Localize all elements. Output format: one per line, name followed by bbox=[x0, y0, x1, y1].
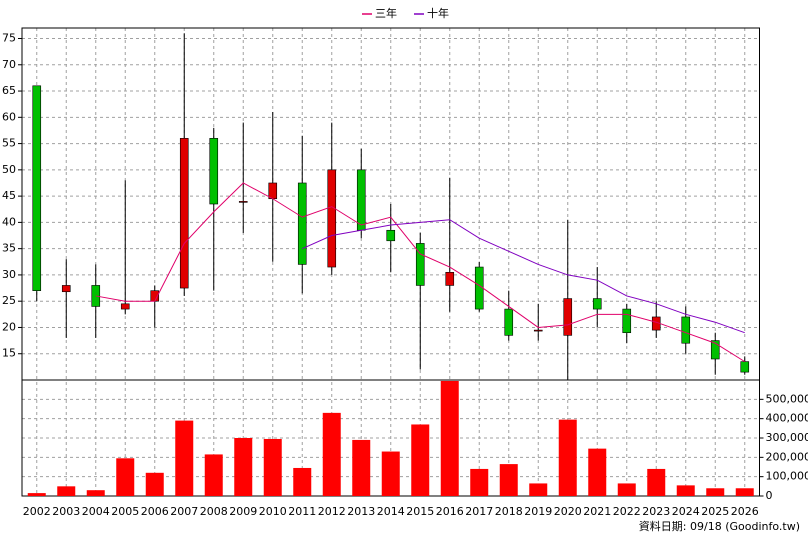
footnote: 資料日期: 09/18 (Goodinfo.tw) bbox=[639, 519, 800, 533]
y-tick-label: 70 bbox=[2, 58, 16, 71]
candle-body bbox=[505, 309, 513, 335]
candle-body bbox=[623, 309, 631, 333]
y2-tick-label: 0 bbox=[766, 489, 773, 502]
y-tick-label: 45 bbox=[2, 189, 16, 202]
volume-bar bbox=[618, 483, 636, 496]
candle-body bbox=[62, 285, 70, 291]
y-tick-label: 60 bbox=[2, 110, 16, 123]
x-tick-label: 2007 bbox=[170, 505, 198, 518]
legend-label: 十年 bbox=[427, 6, 449, 20]
y-tick-label: 55 bbox=[2, 137, 16, 150]
candle-body bbox=[298, 183, 306, 264]
volume-bar bbox=[28, 493, 46, 496]
volume-bar bbox=[411, 424, 429, 496]
y-tick-label: 75 bbox=[2, 32, 16, 45]
candle-body bbox=[387, 230, 395, 241]
x-tick-label: 2004 bbox=[82, 505, 110, 518]
y-tick-label: 20 bbox=[2, 320, 16, 333]
volume-bar bbox=[382, 452, 400, 496]
y-tick-label: 15 bbox=[2, 347, 16, 360]
x-tick-label: 2016 bbox=[436, 505, 464, 518]
x-tick-label: 2018 bbox=[495, 505, 523, 518]
x-tick-label: 2015 bbox=[406, 505, 434, 518]
x-tick-label: 2025 bbox=[701, 505, 729, 518]
candle-body bbox=[682, 317, 690, 343]
y2-tick-label: 400,000 bbox=[766, 412, 808, 425]
x-tick-label: 2011 bbox=[288, 505, 316, 518]
candle-body bbox=[475, 267, 483, 309]
candle-body bbox=[564, 299, 572, 336]
volume-bar bbox=[500, 464, 518, 496]
y-tick-label: 35 bbox=[2, 242, 16, 255]
volume-bar bbox=[470, 469, 488, 496]
x-tick-label: 2005 bbox=[111, 505, 139, 518]
x-tick-label: 2003 bbox=[52, 505, 80, 518]
x-tick-label: 2021 bbox=[583, 505, 611, 518]
candle-body bbox=[121, 304, 129, 309]
volume-bar bbox=[441, 381, 459, 496]
x-tick-label: 2013 bbox=[347, 505, 375, 518]
volume-bar bbox=[588, 449, 606, 496]
volume-bar bbox=[116, 458, 134, 496]
volume-bar bbox=[234, 438, 252, 496]
y-tick-label: 40 bbox=[2, 215, 16, 228]
volume-bar bbox=[736, 488, 754, 496]
x-tick-label: 2020 bbox=[554, 505, 582, 518]
candle-body bbox=[446, 272, 454, 285]
candle-body bbox=[33, 86, 41, 291]
x-tick-label: 2009 bbox=[229, 505, 257, 518]
x-tick-label: 2014 bbox=[377, 505, 405, 518]
volume-bar bbox=[87, 490, 105, 496]
y2-tick-label: 200,000 bbox=[766, 450, 808, 463]
x-tick-label: 2019 bbox=[524, 505, 552, 518]
legend-label: 三年 bbox=[375, 6, 397, 20]
x-tick-label: 2017 bbox=[465, 505, 493, 518]
volume-bar bbox=[647, 469, 665, 496]
candle-body bbox=[357, 170, 365, 230]
volume-bar bbox=[175, 421, 193, 496]
x-tick-label: 2006 bbox=[141, 505, 169, 518]
y-tick-label: 50 bbox=[2, 163, 16, 176]
volume-bar bbox=[146, 473, 164, 496]
candle-body bbox=[741, 362, 749, 373]
volume-bar bbox=[559, 420, 577, 496]
volume-bar bbox=[529, 483, 547, 496]
volume-bar bbox=[352, 440, 370, 496]
candle-body bbox=[593, 299, 601, 310]
y-tick-label: 30 bbox=[2, 268, 16, 281]
volume-bar bbox=[57, 486, 75, 496]
volume-bar bbox=[706, 488, 724, 496]
volume-bar bbox=[323, 413, 341, 496]
x-tick-label: 2012 bbox=[318, 505, 346, 518]
volume-bar bbox=[205, 454, 223, 496]
y-tick-label: 25 bbox=[2, 294, 16, 307]
candle-body bbox=[328, 170, 336, 267]
x-tick-label: 2023 bbox=[642, 505, 670, 518]
volume-bar bbox=[264, 439, 282, 496]
candle-body bbox=[239, 201, 247, 202]
candle-body bbox=[210, 138, 218, 204]
candle-body bbox=[180, 138, 188, 288]
y2-tick-label: 300,000 bbox=[766, 431, 808, 444]
volume-bar bbox=[293, 468, 311, 496]
x-tick-label: 2026 bbox=[731, 505, 759, 518]
y2-tick-label: 500,000 bbox=[766, 392, 808, 405]
x-tick-label: 2008 bbox=[200, 505, 228, 518]
candle-body bbox=[534, 330, 542, 331]
x-tick-label: 2022 bbox=[613, 505, 641, 518]
volume-bar bbox=[677, 485, 695, 496]
x-tick-label: 2010 bbox=[259, 505, 287, 518]
x-tick-label: 2024 bbox=[672, 505, 700, 518]
x-tick-label: 2002 bbox=[23, 505, 51, 518]
candle-body bbox=[269, 183, 277, 199]
y2-tick-label: 100,000 bbox=[766, 470, 808, 483]
y-tick-label: 65 bbox=[2, 84, 16, 97]
